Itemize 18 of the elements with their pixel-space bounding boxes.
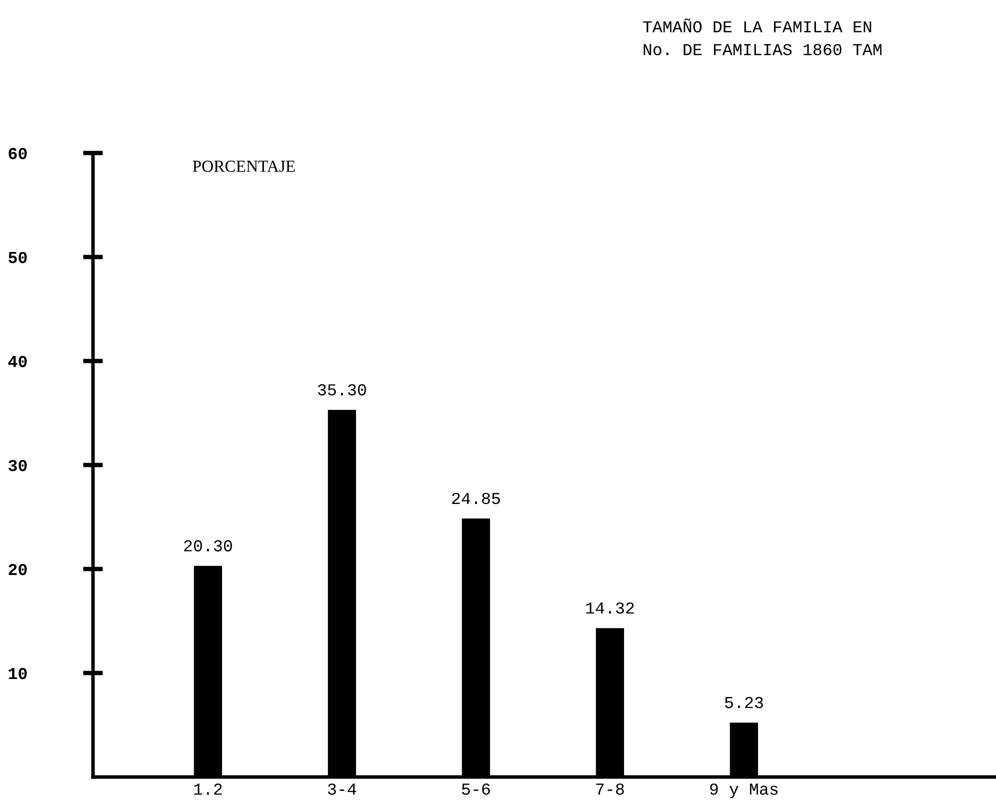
data-label: 5.23 <box>725 696 763 708</box>
data-label: 24.85 <box>452 492 500 504</box>
x-tick-label: 7-8 <box>596 783 624 795</box>
y-tick-label: 60 <box>8 148 27 160</box>
data-label: 35.30 <box>318 384 366 396</box>
x-tick-label: 9 y Mas <box>710 783 778 798</box>
data-label: 14.32 <box>586 602 634 614</box>
y-tick-label: 50 <box>8 252 27 264</box>
data-label: 20.30 <box>184 540 232 552</box>
y-tick-label: 30 <box>8 460 27 472</box>
x-tick-label: 1.2 <box>194 783 222 795</box>
y-tick-label: 40 <box>8 356 27 368</box>
y-tick-label: 20 <box>8 564 27 576</box>
chart-title: TAMAÑO DE LA FAMILIA EN No. DE FAMILIAS 1860 TAM <box>643 18 882 56</box>
y-tick-label: 10 <box>8 668 27 680</box>
x-tick-label: 5-6 <box>462 783 490 795</box>
x-tick-label: 3-4 <box>328 783 356 795</box>
y-axis-title: PORCENTAJE <box>192 160 295 172</box>
